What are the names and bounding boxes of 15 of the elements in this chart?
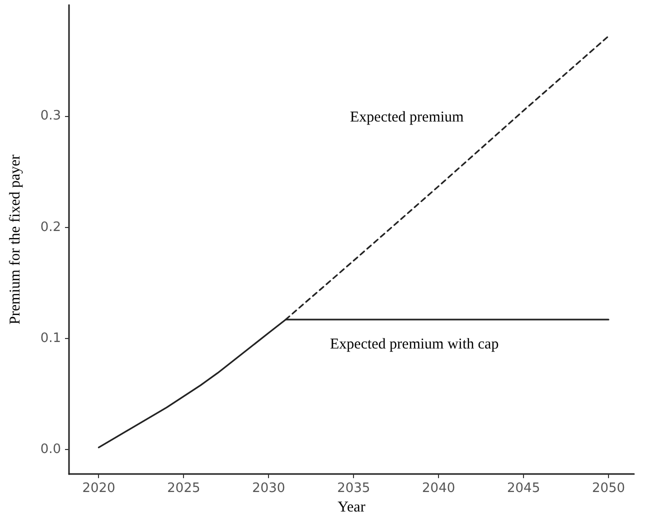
- x-tick-label: 2050: [592, 481, 626, 496]
- x-tick-label: 2045: [507, 481, 540, 496]
- series-label: Expected premium with cap: [330, 336, 499, 352]
- x-tick-label: 2020: [82, 481, 116, 496]
- y-tick-label: 0.2: [40, 220, 61, 235]
- x-tick-label: 2025: [167, 481, 200, 496]
- y-tick-label: 0.1: [40, 330, 61, 346]
- y-tick-label: 0.0: [40, 442, 61, 458]
- x-tick-label: 2040: [422, 481, 456, 496]
- x-tick-label: 2030: [252, 481, 286, 496]
- y-axis-title: Premium for the fixed payer: [8, 154, 24, 325]
- x-axis-title: Year: [338, 500, 366, 516]
- series-label: Expected premium: [350, 110, 464, 126]
- x-tick-label: 2035: [337, 481, 370, 496]
- y-tick-label: 0.3: [40, 108, 61, 124]
